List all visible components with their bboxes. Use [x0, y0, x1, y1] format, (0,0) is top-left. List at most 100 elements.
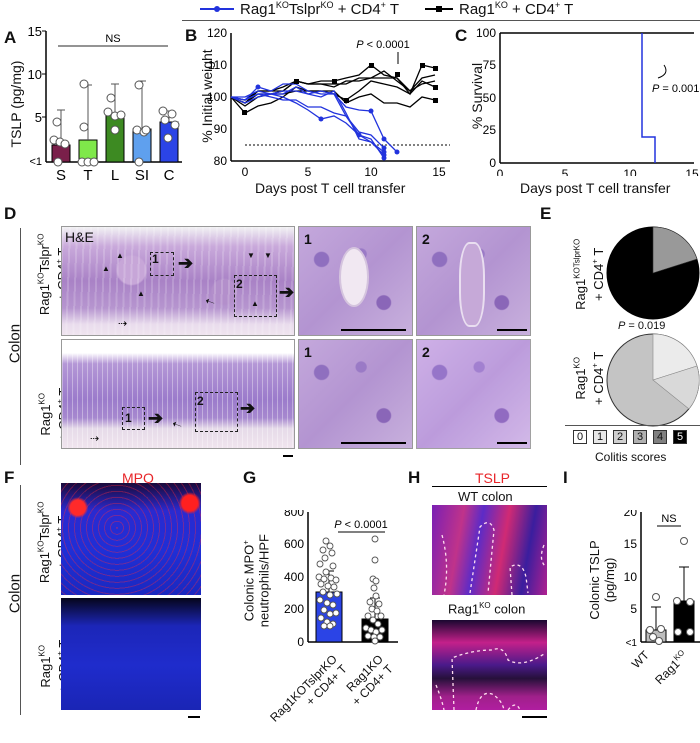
- inset-box-2: [195, 392, 238, 432]
- score-5: 5: [673, 430, 687, 444]
- mpo-image-rag1: [61, 598, 201, 710]
- panel-h-divider: [432, 486, 547, 487]
- he-zoom-rag1-2: 2: [416, 339, 531, 449]
- panel-b-xlabel: Days post T cell transfer: [255, 180, 406, 196]
- tslp-image-wt: [432, 505, 547, 595]
- svg-text:50: 50: [483, 91, 497, 105]
- panel-label-c: C: [455, 26, 468, 45]
- svg-text:0: 0: [497, 167, 504, 176]
- panel-f-tissue-label: Colon: [6, 573, 24, 614]
- panel-d-tissue-label: Colon: [6, 323, 24, 364]
- score-3: 3: [633, 430, 647, 444]
- arrowhead-icon: ▲: [137, 289, 145, 298]
- svg-text:400: 400: [284, 570, 304, 584]
- mpo-image-tslpr: [61, 483, 201, 595]
- scale-bar: [341, 329, 406, 331]
- panel-g-ylabel: Colonic MPO+ neutrophils/HPF: [241, 534, 272, 628]
- panel-e-row2-label: Rag1KO + CD4+ T: [572, 351, 607, 405]
- panel-h-bottom-label: Rag1KO colon: [448, 601, 526, 617]
- scale-bar: [497, 329, 527, 331]
- scale-bar: [341, 442, 406, 444]
- panel-f-stain-label: MPO: [122, 470, 154, 486]
- arrowhead-icon: ▲: [102, 264, 110, 273]
- svg-text:10: 10: [623, 167, 637, 176]
- he-zoom-tslpr-1: 1: [298, 226, 413, 336]
- panel-e-title: Colitis scores: [595, 450, 667, 464]
- svg-text:S: S: [56, 167, 66, 184]
- legend-item-tslpr: Rag1KOTslprKO + CD4+ T: [200, 0, 399, 18]
- arrow-icon: ➝: [169, 416, 185, 434]
- dotted-arrow-icon: ⇢: [90, 433, 100, 445]
- pie-chart-rag1: [606, 333, 700, 427]
- svg-text:P < 0.0001: P < 0.0001: [334, 519, 388, 531]
- pie-chart-tslpr: [606, 226, 700, 320]
- arrow-right-icon: ➔: [240, 398, 256, 418]
- panel-h-stain-label: TSLP: [475, 470, 511, 486]
- svg-text:C: C: [164, 167, 175, 184]
- svg-text:100: 100: [207, 90, 227, 104]
- panel-h-top-label: WT colon: [458, 489, 513, 504]
- scale-bar: [283, 455, 293, 457]
- panel-d-bracket: [20, 228, 21, 465]
- he-zoom-tslpr-2: 2: [416, 226, 531, 336]
- panel-label-e: E: [540, 204, 552, 223]
- panel-i-ns: NS: [661, 513, 676, 525]
- panel-i-xlabel-rag1: Rag1KO: [652, 648, 687, 688]
- svg-text:25: 25: [483, 123, 497, 137]
- panel-e-pvalue: P = 0.019: [618, 320, 666, 332]
- panel-a-ns: NS: [105, 33, 120, 45]
- tslp-image-rag1: [432, 620, 547, 710]
- panel-label-f: F: [4, 468, 15, 487]
- arrow-right-icon: ➔: [148, 408, 164, 428]
- panel-label-i: I: [563, 468, 568, 487]
- black-square-line-icon: [425, 6, 453, 12]
- svg-text:5: 5: [305, 165, 312, 176]
- arrowhead-icon: ▼: [247, 251, 255, 260]
- inset-box-1-label: 1: [125, 411, 132, 425]
- svg-text:75: 75: [483, 58, 497, 72]
- panel-f-bracket: [20, 485, 21, 715]
- crypt: [459, 242, 485, 327]
- panel-i-bar-chart: 20 15 10 5 <1 NS: [624, 510, 700, 649]
- scale-bar: [188, 716, 200, 718]
- svg-text:5: 5: [35, 110, 42, 125]
- arrow-right-icon: ➔: [279, 282, 295, 302]
- panel-a-bar-chart: 15 10 5 <1 NS S T L SI C: [28, 26, 182, 184]
- svg-text:120: 120: [207, 26, 227, 40]
- dotted-arrow-icon: ⇢: [118, 318, 128, 330]
- arrow-icon: ➝: [202, 293, 218, 311]
- svg-text:T: T: [83, 167, 92, 184]
- scale-bar: [497, 442, 527, 444]
- svg-text:110: 110: [208, 58, 227, 72]
- zoom-label-2: 2: [422, 344, 430, 360]
- svg-text:15: 15: [432, 165, 446, 176]
- scale-bar: [522, 716, 547, 718]
- epithelium-outline: [441, 522, 547, 595]
- panel-b-line-chart: 120 110 100 90 80 0 5 10 15 P < 0.0001: [207, 26, 450, 176]
- arrow-right-icon: ➔: [178, 253, 194, 273]
- epithelium-outline: [435, 648, 545, 710]
- svg-text:90: 90: [214, 122, 228, 136]
- svg-text:L: L: [111, 167, 119, 184]
- panel-label-a: A: [4, 28, 17, 47]
- inset-box-2-label: 2: [236, 277, 243, 291]
- zoom-label-2: 2: [422, 231, 430, 247]
- arrowhead-icon: ▲: [251, 299, 259, 308]
- svg-text:0: 0: [297, 635, 304, 649]
- he-image-tslpr: H&E 1 2 ➔ ➔ ▲ ▲ ▲ ▼ ▼ ▲ ➝ ⇢: [61, 226, 295, 336]
- svg-text:15: 15: [685, 167, 699, 176]
- svg-text:10: 10: [28, 67, 42, 82]
- svg-text:5: 5: [630, 602, 637, 616]
- svg-text:0: 0: [242, 165, 249, 176]
- stain-label: H&E: [65, 229, 94, 245]
- svg-text:15: 15: [624, 537, 638, 551]
- svg-text:800: 800: [284, 510, 304, 519]
- svg-text:100: 100: [476, 26, 496, 40]
- svg-text:5: 5: [562, 167, 569, 176]
- svg-text:P = 0.0016: P = 0.0016: [652, 83, 700, 95]
- inset-box-1: [122, 407, 145, 430]
- panel-label-b: B: [185, 26, 198, 45]
- svg-text:80: 80: [214, 154, 228, 168]
- svg-text:10: 10: [624, 570, 638, 584]
- legend-item-rag1: Rag1KO + CD4+ T: [425, 0, 573, 18]
